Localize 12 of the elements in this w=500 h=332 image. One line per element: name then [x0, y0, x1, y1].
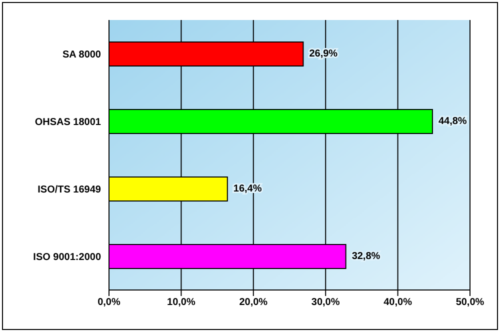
y-tick-label: ISO/TS 16949: [38, 184, 102, 196]
y-tick-label: ISO 9001:2000: [33, 252, 102, 263]
x-tick-label: 0,0%: [98, 297, 121, 308]
x-tick-label: 20,0%: [239, 297, 268, 308]
x-tick-label: 40,0%: [384, 297, 412, 308]
y-tick-label: OHSAS 18001: [34, 116, 102, 128]
data-label: 32,8%: [352, 251, 380, 262]
data-label: 44,8%: [438, 116, 467, 127]
x-tick-label: 50,0%: [456, 297, 484, 308]
x-tick-label: 10,0%: [167, 297, 196, 308]
y-tick-label: SA 8000: [62, 49, 102, 60]
x-tick-label: 30,0%: [311, 297, 340, 308]
